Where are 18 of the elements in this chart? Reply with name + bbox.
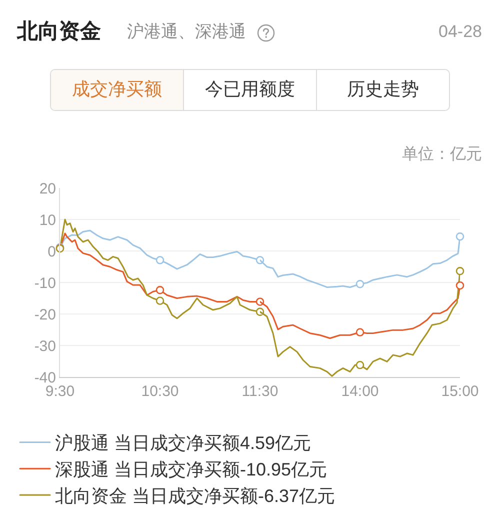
- y-tick-label: 0: [48, 243, 56, 260]
- text: 04-28: [438, 22, 482, 42]
- x-tick-label: 14:00: [341, 383, 379, 400]
- y-tick-label: 10: [39, 212, 56, 229]
- y-tick-label: -20: [34, 306, 56, 324]
- legend-label: 沪股通 当日成交净买额4.59亿元: [55, 433, 312, 454]
- x-tick-label: 10:30: [141, 383, 179, 400]
- legend-label: 北向资金 当日成交净买额-6.37亿元: [55, 486, 336, 506]
- chart-subtitle: 沪港通、深港通: [127, 22, 246, 42]
- legend-label: 深股通 当日成交净买额-10.95亿元: [55, 460, 328, 480]
- tab-bar: 成交净买额 今已用额度 历史走势: [50, 69, 450, 111]
- chart-title: 北向资金: [17, 19, 101, 44]
- x-tick-label: 11:30: [242, 383, 278, 400]
- x-tick-label: 15:00: [441, 383, 479, 400]
- y-tick-label: -30: [34, 338, 56, 355]
- y-tick-label: 20: [39, 180, 56, 198]
- y-axis-title: 单位：亿元: [402, 145, 482, 164]
- y-tick-label: -10: [34, 274, 56, 292]
